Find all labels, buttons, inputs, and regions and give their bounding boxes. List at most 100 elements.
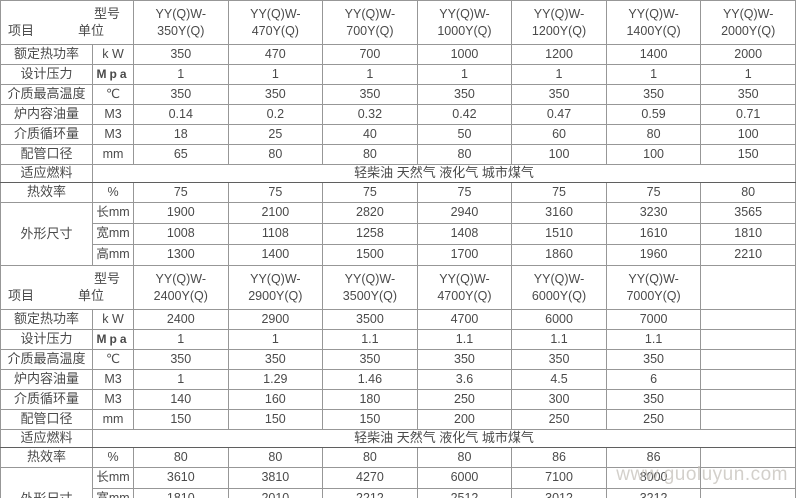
value-cell: 470 xyxy=(227,44,324,65)
value-cell: 3012 xyxy=(511,488,607,498)
value-cell: 3565 xyxy=(700,202,796,224)
model-header: YY(Q)W-4700Y(Q) xyxy=(416,265,513,310)
table-row: 设计压力 Mpa 1 1 1 1 1 1 1 xyxy=(0,64,796,85)
value-cell xyxy=(700,349,796,370)
value-cell: 1 xyxy=(227,329,324,350)
table-row: 介质循环量 M3 18 25 40 50 60 80 100 xyxy=(0,124,796,145)
value-cell: 160 xyxy=(227,389,324,410)
unit-cell: M3 xyxy=(92,369,134,390)
unit-cell: Mpa xyxy=(92,329,134,350)
value-cell: 3.6 xyxy=(416,369,513,390)
unit-cell: % xyxy=(92,182,134,203)
row-label: 介质最高温度 xyxy=(0,349,93,370)
unit-label: 单位 xyxy=(77,287,104,303)
unit-cell: M3 xyxy=(92,104,134,125)
value-cell: 350 xyxy=(133,84,229,105)
value-cell: 1 xyxy=(227,64,324,85)
value-cell: 86 xyxy=(511,447,607,468)
value-cell: 1 xyxy=(133,329,229,350)
value-cell: 350 xyxy=(416,84,513,105)
value-cell: 1.46 xyxy=(322,369,418,390)
value-cell: 1610 xyxy=(605,223,702,245)
value-cell: 1200 xyxy=(511,44,607,65)
value-cell: 0.14 xyxy=(133,104,229,125)
value-cell: 1 xyxy=(322,64,418,85)
value-cell: 100 xyxy=(700,124,796,145)
unit-cell: M3 xyxy=(92,124,134,145)
value-cell: 1108 xyxy=(227,223,324,245)
value-cell: 200 xyxy=(416,409,513,430)
row-label: 热效率 xyxy=(0,447,93,468)
row-label: 外形尺寸 xyxy=(0,202,93,266)
row-label: 适应燃料 xyxy=(0,164,93,183)
value-cell: 2100 xyxy=(227,202,324,224)
value-cell: 1510 xyxy=(511,223,607,245)
unit-cell: 高mm xyxy=(92,244,134,266)
table-row: 介质循环量 M3 140 160 180 250 300 350 xyxy=(0,389,796,410)
value-cell: 80 xyxy=(416,144,513,165)
unit-cell: 长mm xyxy=(92,202,134,224)
item-label: 项目 xyxy=(8,22,35,38)
value-cell: 350 xyxy=(700,84,796,105)
value-cell: 1008 xyxy=(133,223,229,245)
value-cell: 1700 xyxy=(416,244,513,266)
table-row: 介质最高温度 ℃ 350 350 350 350 350 350 xyxy=(0,349,796,370)
table-row: 介质最高温度 ℃ 350 350 350 350 350 350 350 xyxy=(0,84,796,105)
value-cell: 4.5 xyxy=(511,369,607,390)
value-cell: 150 xyxy=(700,144,796,165)
value-cell: 2512 xyxy=(416,488,513,498)
unit-cell: ℃ xyxy=(92,84,134,105)
value-cell: 75 xyxy=(227,182,324,203)
table-row: 炉内容油量 M3 1 1.29 1.46 3.6 4.5 6 xyxy=(0,369,796,390)
item-label: 项目 xyxy=(8,287,35,303)
model-header: YY(Q)W-1200Y(Q) xyxy=(511,0,607,45)
row-label: 炉内容油量 xyxy=(0,104,93,125)
value-cell: 140 xyxy=(133,389,229,410)
value-cell: 100 xyxy=(511,144,607,165)
value-cell: 1 xyxy=(511,64,607,85)
value-cell: 1810 xyxy=(133,488,229,498)
item-unit-axis-label: 项目 单位 xyxy=(4,23,130,39)
value-cell: 350 xyxy=(511,84,607,105)
value-cell: 250 xyxy=(605,409,702,430)
unit-cell: ℃ xyxy=(92,349,134,370)
value-cell: 0.59 xyxy=(605,104,702,125)
value-cell: 1.1 xyxy=(416,329,513,350)
value-cell: 100 xyxy=(605,144,702,165)
row-label: 设计压力 xyxy=(0,329,93,350)
model-header: YY(Q)W-7000Y(Q) xyxy=(605,265,702,310)
value-cell xyxy=(700,369,796,390)
value-cell: 350 xyxy=(322,84,418,105)
value-cell: 1900 xyxy=(133,202,229,224)
value-cell: 250 xyxy=(416,389,513,410)
dimension-row: 外形尺寸 长mm 1900 2100 2820 2940 3160 3230 3565 xyxy=(0,202,796,266)
value-cell: 75 xyxy=(511,182,607,203)
value-cell: 0.32 xyxy=(322,104,418,125)
value-cell: 6000 xyxy=(511,309,607,330)
value-cell: 350 xyxy=(227,349,324,370)
value-cell: 1400 xyxy=(227,244,324,266)
table-row: 配管口径 mm 65 80 80 80 100 100 150 xyxy=(0,144,796,165)
value-cell: 6 xyxy=(605,369,702,390)
table-row: 配管口径 mm 150 150 150 200 250 250 xyxy=(0,409,796,430)
value-cell: 2010 xyxy=(227,488,324,498)
value-cell: 3212 xyxy=(605,488,702,498)
value-cell: 1 xyxy=(605,64,702,85)
value-cell: 350 xyxy=(605,389,702,410)
value-cell: 80 xyxy=(133,447,229,468)
value-cell: 3500 xyxy=(322,309,418,330)
unit-cell: 宽mm xyxy=(92,223,134,245)
value-cell: 350 xyxy=(605,349,702,370)
value-cell: 25 xyxy=(227,124,324,145)
value-cell: 1400 xyxy=(605,44,702,65)
value-cell: 1 xyxy=(416,64,513,85)
value-cell: 2400 xyxy=(133,309,229,330)
value-cell: 350 xyxy=(511,349,607,370)
dimension-row: 外形尺寸长mm361038104270600071008000 xyxy=(0,467,796,498)
value-cell: 75 xyxy=(416,182,513,203)
value-cell xyxy=(700,467,796,489)
row-label: 设计压力 xyxy=(0,64,93,85)
value-cell: 1960 xyxy=(605,244,702,266)
row-label: 适应燃料 xyxy=(0,429,93,448)
